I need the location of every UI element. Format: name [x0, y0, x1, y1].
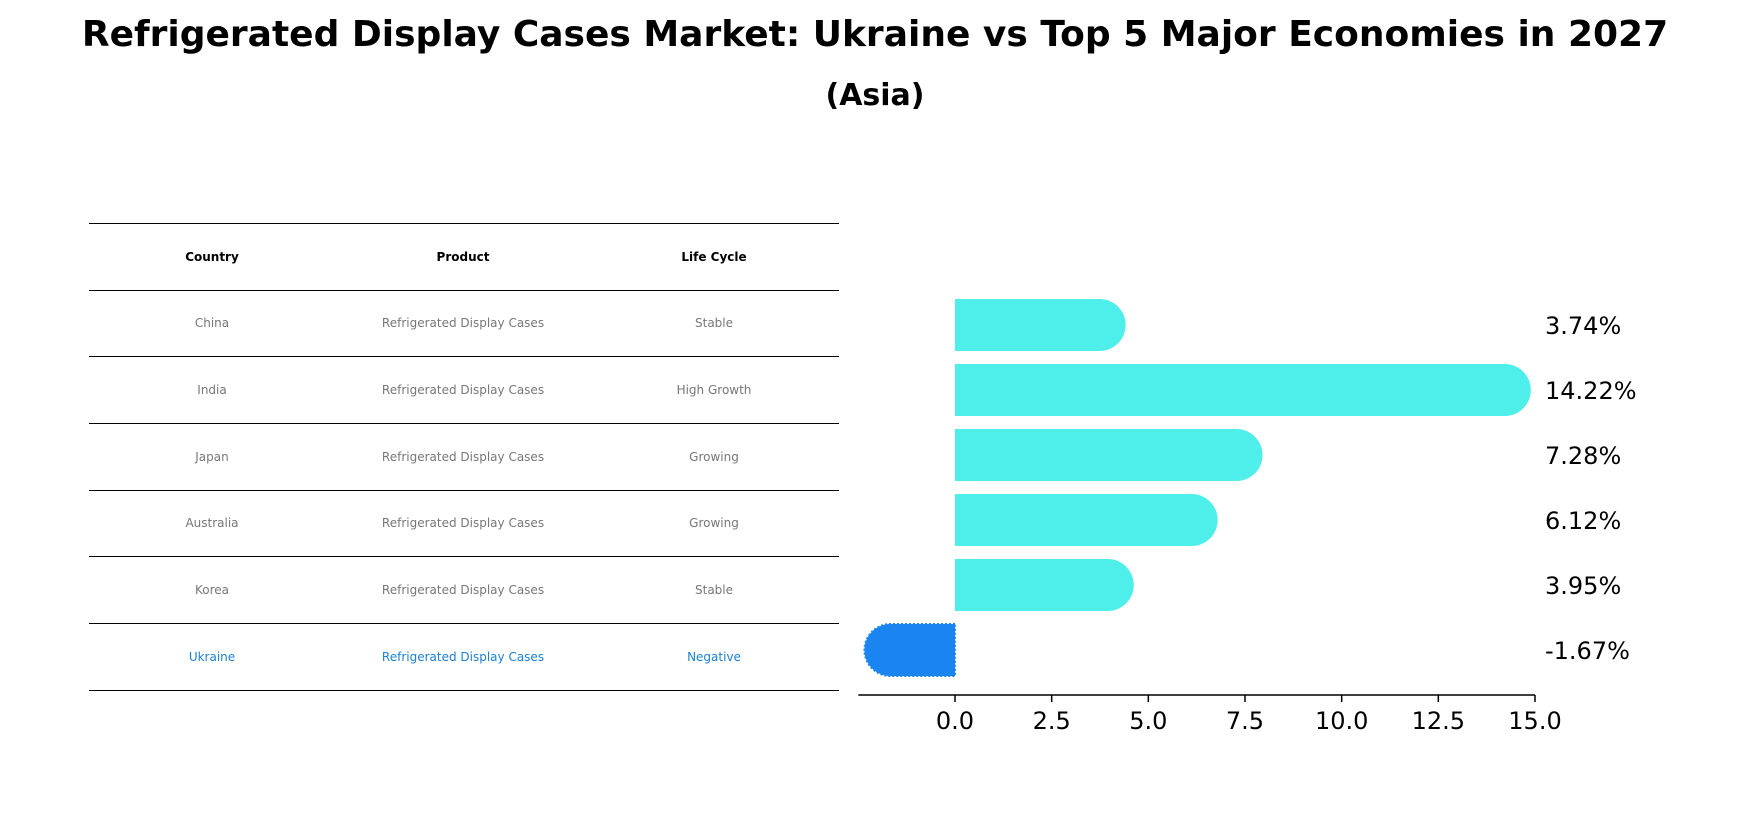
bar-australia — [955, 494, 1218, 546]
table-cell-country: Korea — [194, 582, 230, 597]
x-tick-label: 2.5 — [1033, 707, 1071, 735]
table-cell-country: India — [197, 382, 227, 397]
column-header: Country — [185, 249, 239, 264]
data-label: 7.28% — [1545, 442, 1621, 470]
data-label: 3.95% — [1545, 572, 1621, 600]
table-cell-product: Refrigerated Display Cases — [381, 449, 545, 464]
table-cell-life-cycle: Growing — [689, 449, 739, 464]
table-rule — [89, 556, 839, 557]
data-label: -1.67% — [1545, 637, 1630, 665]
table-rule — [89, 623, 839, 624]
x-tick-label: 5.0 — [1129, 707, 1167, 735]
table-rule — [89, 423, 839, 424]
bar-japan — [955, 429, 1263, 481]
table-cell-product: Refrigerated Display Cases — [381, 382, 545, 397]
table-rule — [89, 356, 839, 357]
table-cell-product: Refrigerated Display Cases — [381, 516, 545, 530]
table-cell-life-cycle: Negative — [687, 649, 741, 664]
table-cell-country: Ukraine — [188, 649, 236, 664]
table-cell-product: Refrigerated Display Cases — [381, 582, 545, 597]
x-tick-label: 15.0 — [1508, 707, 1561, 735]
table-cell-country: China — [194, 316, 230, 330]
bar-china — [955, 299, 1126, 351]
x-tick-label: 7.5 — [1226, 707, 1264, 735]
table-rule — [89, 490, 839, 491]
bar-india — [955, 364, 1531, 416]
chart-subtitle: (Asia) — [825, 78, 925, 113]
table-cell-country: Australia — [185, 516, 239, 530]
table-rule — [89, 223, 839, 224]
table-cell-life-cycle: Stable — [694, 316, 734, 330]
table-cell-life-cycle: Stable — [694, 582, 734, 597]
x-tick-label: 10.0 — [1315, 707, 1368, 735]
table-cell-product: Refrigerated Display Cases — [381, 649, 545, 664]
data-label: 6.12% — [1545, 507, 1621, 535]
table-rule — [89, 290, 839, 291]
bar-ukraine — [863, 623, 956, 677]
data-label: 3.74% — [1545, 312, 1621, 340]
lifecycle-table: Country Product Life Cycle China Refrigerate… — [0, 0, 860, 823]
x-tick-label: 12.5 — [1412, 707, 1465, 735]
table-cell-country: Japan — [195, 449, 229, 464]
data-label: 14.22% — [1545, 377, 1637, 405]
chart-title: Refrigerated Display Cases Market: Ukrai… — [81, 14, 1669, 55]
table-cell-product: Refrigerated Display Cases — [381, 316, 545, 330]
table-cell-life-cycle: Growing — [689, 516, 739, 530]
bar-korea — [955, 559, 1134, 611]
column-header: Life Cycle — [681, 249, 747, 264]
x-tick-label: 0.0 — [936, 707, 974, 735]
table-rule — [89, 690, 839, 691]
column-header: Product — [436, 249, 490, 264]
table-cell-life-cycle: High Growth — [676, 382, 752, 397]
